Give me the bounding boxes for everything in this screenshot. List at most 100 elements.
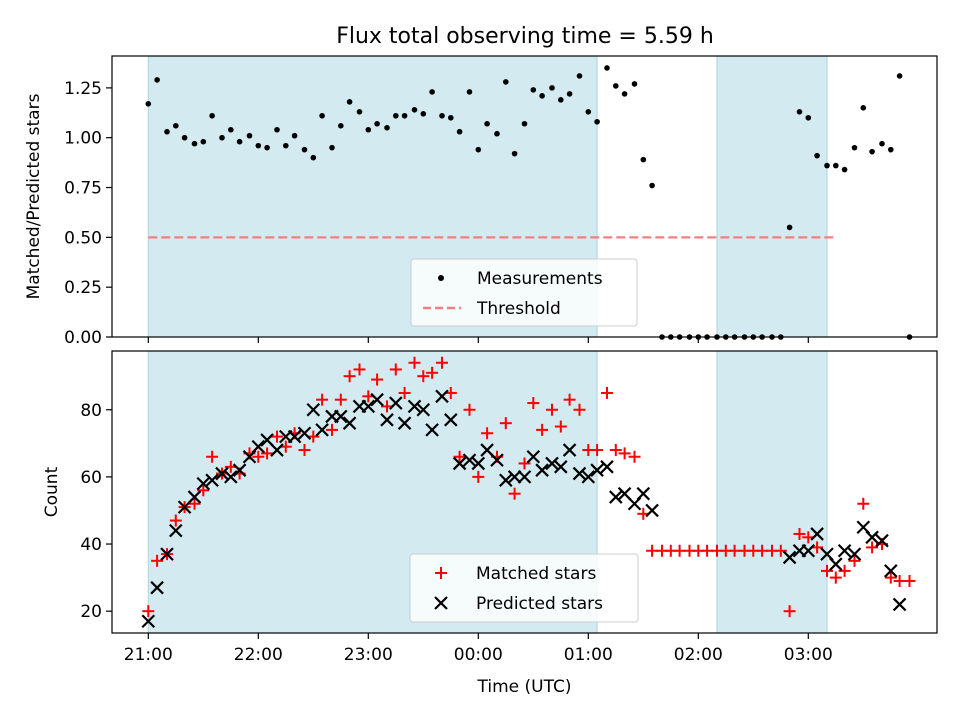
predicted-star-point bbox=[334, 409, 348, 424]
measurement-point bbox=[393, 112, 399, 119]
measurement-point bbox=[329, 144, 335, 151]
measurement-point bbox=[365, 126, 372, 133]
predicted-star-point bbox=[609, 490, 623, 504]
predicted-star-point bbox=[205, 473, 219, 488]
legend-predicted-label: Predicted stars bbox=[476, 594, 603, 614]
measurement-point bbox=[319, 112, 325, 119]
predicted-star-point bbox=[150, 580, 164, 595]
predicted-star-point bbox=[572, 466, 587, 481]
measurement-point bbox=[649, 182, 655, 189]
y-tick-label: 80 bbox=[80, 401, 102, 421]
bottom-y-axis-label: Count bbox=[42, 466, 62, 517]
bottom-axes-frame bbox=[111, 350, 938, 634]
measurement-point bbox=[420, 110, 427, 117]
predicted-star-point bbox=[397, 416, 412, 430]
bottom-legend-box bbox=[409, 553, 639, 623]
top-axes-frame bbox=[111, 55, 938, 338]
predicted-star-point bbox=[535, 463, 549, 477]
x-axis-label: Time (UTC) bbox=[477, 677, 572, 697]
predicted-star-point bbox=[306, 402, 321, 417]
shaded-interval bbox=[716, 350, 828, 634]
predicted-star-point bbox=[517, 470, 532, 484]
measurement-point bbox=[228, 126, 234, 133]
predicted-star-point bbox=[187, 490, 202, 504]
top-legend: Measurements Threshold bbox=[410, 258, 638, 327]
measurement-point bbox=[585, 109, 592, 115]
measurement-point bbox=[173, 122, 179, 129]
measurement-point bbox=[181, 134, 188, 141]
predicted-star-point bbox=[847, 547, 862, 561]
measurement-point bbox=[301, 146, 308, 153]
measurement-point bbox=[631, 81, 638, 87]
predicted-star-point bbox=[480, 443, 494, 457]
bottom-axis-ticks: 20 40 60 80 21:00 22:00 23:00 00:00 01:00 02:00 03… bbox=[80, 401, 832, 665]
measurement-point bbox=[356, 109, 363, 115]
predicted-star-point bbox=[856, 520, 871, 535]
y-tick-label: 0.75 bbox=[64, 179, 102, 199]
predicted-star-point bbox=[224, 470, 238, 484]
measurement-point bbox=[255, 142, 262, 149]
predicted-star-point bbox=[837, 543, 852, 558]
predicted-star-point bbox=[865, 530, 879, 545]
predicted-star-point bbox=[425, 423, 439, 437]
x-tick-label: 03:00 bbox=[784, 645, 833, 665]
measurement-point bbox=[851, 144, 858, 151]
measurement-point bbox=[236, 138, 243, 145]
measurement-point bbox=[860, 105, 867, 111]
y-tick-label: 1.25 bbox=[64, 79, 102, 99]
measurement-point bbox=[191, 140, 198, 147]
measurement-point bbox=[448, 114, 454, 121]
y-tick-label: 0.25 bbox=[64, 278, 102, 298]
y-tick-label: 0.50 bbox=[64, 228, 102, 248]
measurement-point bbox=[456, 128, 463, 135]
measurement-point bbox=[219, 134, 225, 141]
top-y-axis-label: Matched/Predicted stars bbox=[24, 93, 44, 299]
measurement-point bbox=[411, 107, 418, 113]
legend-measurements-label: Measurements bbox=[477, 269, 603, 289]
predicted-star-point bbox=[169, 523, 183, 538]
measurement-point bbox=[291, 132, 298, 139]
predicted-star-point bbox=[554, 460, 568, 474]
predicted-star-point bbox=[801, 543, 816, 558]
measurement-point bbox=[521, 120, 528, 127]
measurement-point bbox=[824, 162, 830, 169]
predicted-star-points bbox=[141, 389, 907, 629]
predicted-star-point bbox=[287, 429, 302, 444]
measurement-point bbox=[549, 85, 555, 91]
predicted-star-point bbox=[829, 557, 843, 571]
top-axis-ticks: 0.00 0.25 0.50 0.75 1.00 1.25 bbox=[64, 79, 809, 348]
predicted-star-point bbox=[810, 527, 824, 541]
measurement-point bbox=[511, 150, 518, 157]
measurement-point bbox=[888, 146, 894, 153]
measurement-point bbox=[374, 120, 380, 127]
y-tick-label: 0.00 bbox=[64, 328, 102, 348]
measurement-point bbox=[439, 112, 445, 119]
measurement-point bbox=[869, 148, 875, 155]
top-legend-box bbox=[410, 258, 638, 327]
predicted-star-point bbox=[444, 413, 458, 427]
predicted-star-point bbox=[141, 614, 156, 629]
measurement-point bbox=[566, 91, 573, 97]
predicted-star-point bbox=[215, 466, 229, 481]
predicted-star-point bbox=[645, 503, 659, 518]
predicted-star-point bbox=[435, 389, 449, 404]
predicted-star-point bbox=[342, 416, 357, 430]
measurement-point bbox=[384, 124, 390, 131]
measurement-point bbox=[558, 97, 564, 103]
measurement-point bbox=[154, 77, 160, 83]
top-panel: 0.00 0.25 0.50 0.75 1.00 1.25 Matched/Predict… bbox=[24, 55, 938, 348]
predicted-star-point bbox=[370, 392, 384, 407]
bottom-panel: 20 40 60 80 21:00 22:00 23:00 00:00 01:00 02:00 03… bbox=[42, 350, 938, 697]
measurement-point bbox=[274, 126, 280, 133]
predicted-star-point bbox=[590, 463, 604, 477]
shaded-interval bbox=[716, 55, 828, 338]
y-tick-label: 40 bbox=[80, 535, 102, 555]
x-tick-label: 23:00 bbox=[344, 645, 393, 665]
predicted-star-point bbox=[490, 453, 504, 467]
predicted-star-point bbox=[636, 486, 651, 501]
measurement-point bbox=[833, 162, 839, 169]
measurement-point bbox=[475, 146, 482, 153]
predicted-star-point bbox=[562, 443, 577, 457]
measurement-point bbox=[283, 142, 289, 149]
